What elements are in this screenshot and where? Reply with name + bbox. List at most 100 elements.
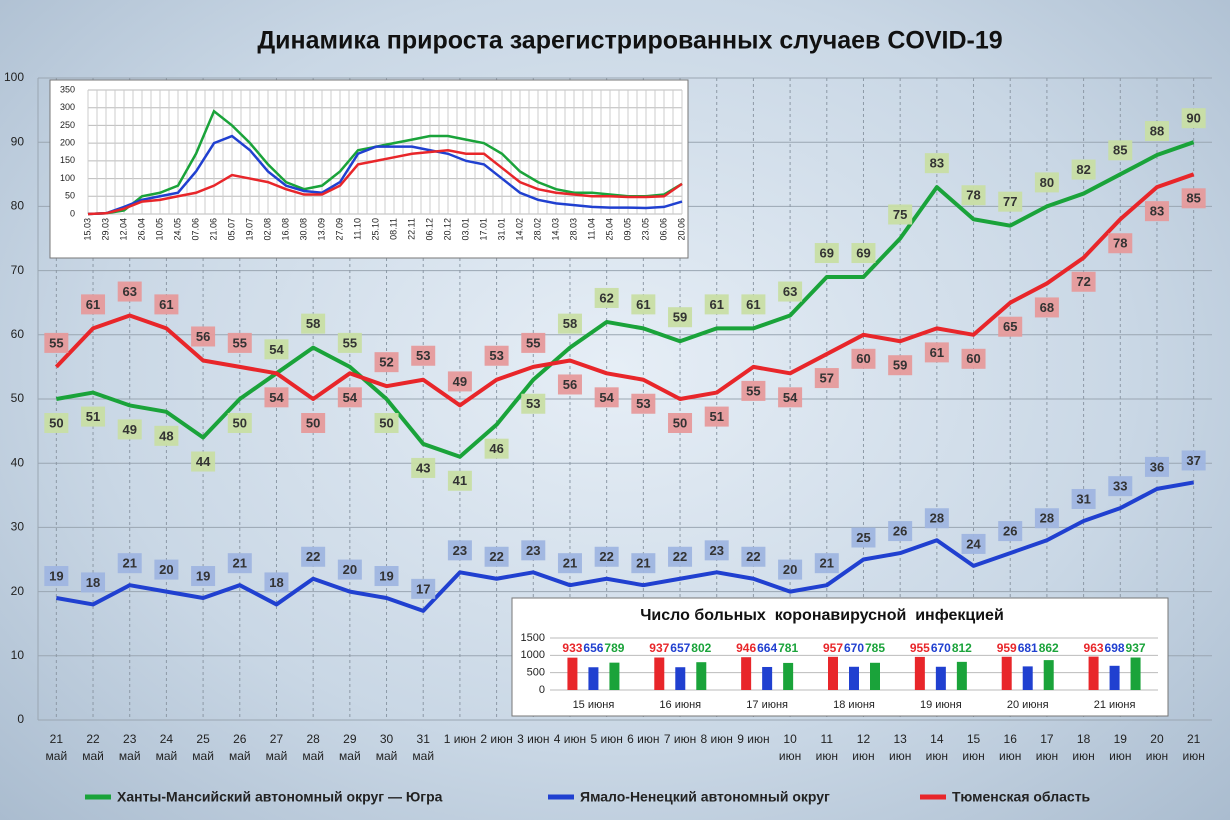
data-label-box bbox=[888, 521, 913, 542]
data-label: 957 bbox=[823, 641, 843, 655]
data-label: 28 bbox=[1040, 511, 1054, 526]
data-label: 937 bbox=[649, 641, 669, 655]
data-label: 20 bbox=[159, 562, 173, 577]
data-label: 63 bbox=[783, 284, 797, 299]
data-label-box bbox=[301, 413, 326, 433]
x-tick-label: 24 май bbox=[155, 732, 178, 763]
bar bbox=[1109, 665, 1120, 690]
data-label: 37 bbox=[1186, 453, 1200, 468]
y-tick-label: 500 bbox=[527, 667, 545, 679]
x-tick-label: 14.02 bbox=[514, 218, 524, 241]
x-tick-label: 7 июн bbox=[663, 732, 697, 746]
data-label-box bbox=[814, 553, 839, 574]
data-label: 19 bbox=[49, 568, 63, 583]
data-label: 50 bbox=[49, 415, 63, 430]
data-label-box bbox=[411, 578, 436, 599]
data-label-box bbox=[447, 371, 472, 392]
data-label-box bbox=[704, 406, 729, 427]
x-tick-label: 17.01 bbox=[478, 218, 488, 241]
data-label-box bbox=[1034, 508, 1059, 529]
y-tick-label: 200 bbox=[60, 138, 75, 148]
data-label: 55 bbox=[233, 335, 247, 350]
data-label: 59 bbox=[893, 358, 907, 373]
data-label-box bbox=[741, 546, 766, 567]
data-label: 72 bbox=[1076, 274, 1090, 289]
data-label: 51 bbox=[709, 409, 723, 424]
y-tick-label: 0 bbox=[539, 684, 545, 696]
data-label: 55 bbox=[49, 335, 63, 350]
x-tick-label: 23 май bbox=[118, 732, 141, 763]
x-tick-label: 11.10 bbox=[352, 218, 362, 240]
data-label-box bbox=[961, 533, 986, 554]
bar bbox=[914, 656, 925, 690]
x-tick-label: 13.09 bbox=[316, 218, 326, 241]
data-label-box bbox=[557, 553, 582, 574]
data-label-box bbox=[227, 413, 252, 433]
x-tick-label: 26.04 bbox=[136, 218, 146, 241]
data-label: 54 bbox=[599, 390, 614, 405]
data-label: 58 bbox=[563, 316, 577, 331]
data-label-box bbox=[411, 457, 436, 478]
x-tick-label: 30.08 bbox=[298, 218, 308, 241]
x-tick-label: 28.02 bbox=[532, 218, 542, 241]
series-line bbox=[55, 140, 1195, 459]
data-label-box bbox=[594, 287, 619, 308]
data-label-box bbox=[668, 307, 693, 328]
data-label-box bbox=[631, 553, 656, 574]
bar bbox=[696, 662, 707, 690]
data-label-box bbox=[1181, 188, 1206, 209]
data-label-box bbox=[264, 572, 289, 593]
x-tick-label: 16 июн bbox=[999, 732, 1022, 763]
x-tick-label: 27.09 bbox=[334, 218, 344, 241]
bar bbox=[1001, 656, 1012, 690]
data-label: 56 bbox=[563, 377, 577, 392]
data-label-box bbox=[447, 470, 472, 491]
data-label-box bbox=[81, 294, 106, 315]
data-label-box bbox=[851, 348, 876, 369]
data-label: 54 bbox=[269, 390, 284, 405]
data-label-box bbox=[741, 294, 766, 315]
data-label-box bbox=[1071, 271, 1096, 292]
data-label: 77 bbox=[1003, 194, 1017, 209]
inset-title: Число больных коронавирусной инфекцией bbox=[640, 607, 1004, 624]
x-tick-label: 31.01 bbox=[496, 218, 506, 241]
data-label-box bbox=[998, 191, 1023, 212]
bar bbox=[956, 661, 967, 690]
x-tick-label: 06.12 bbox=[424, 218, 434, 241]
data-label: 19 bbox=[379, 568, 393, 583]
data-label-box bbox=[337, 559, 362, 580]
data-label: 61 bbox=[746, 297, 760, 312]
data-label: 670 bbox=[931, 641, 951, 655]
y-tick-label: 20 bbox=[11, 584, 25, 598]
data-label-box bbox=[1071, 488, 1096, 509]
data-label: 937 bbox=[1126, 641, 1146, 655]
data-label: 946 bbox=[736, 641, 756, 655]
data-label-box bbox=[1181, 450, 1206, 471]
data-label: 28 bbox=[930, 511, 944, 526]
y-tick-label: 300 bbox=[60, 102, 75, 112]
data-label-box bbox=[778, 281, 803, 302]
x-tick-label: 25.04 bbox=[604, 218, 614, 241]
data-label-box bbox=[44, 566, 69, 587]
x-tick-label: 18 июня bbox=[833, 699, 875, 711]
bar bbox=[675, 667, 686, 690]
data-label: 22 bbox=[746, 549, 760, 564]
data-label-box bbox=[778, 559, 803, 580]
data-label-box bbox=[778, 387, 803, 408]
data-label: 55 bbox=[746, 383, 760, 398]
data-label-box bbox=[374, 352, 399, 373]
data-label-box bbox=[998, 521, 1023, 542]
data-label: 22 bbox=[599, 549, 613, 564]
y-tick-label: 250 bbox=[60, 120, 75, 130]
data-label-box bbox=[631, 393, 656, 414]
data-label: 781 bbox=[778, 641, 798, 655]
x-tick-label: 21 май bbox=[45, 732, 68, 763]
bar bbox=[609, 662, 620, 690]
y-tick-label: 350 bbox=[60, 84, 75, 94]
data-label-box bbox=[117, 281, 142, 302]
data-label-box bbox=[924, 508, 949, 529]
inset-panel bbox=[49, 79, 689, 259]
data-label: 955 bbox=[910, 641, 930, 655]
